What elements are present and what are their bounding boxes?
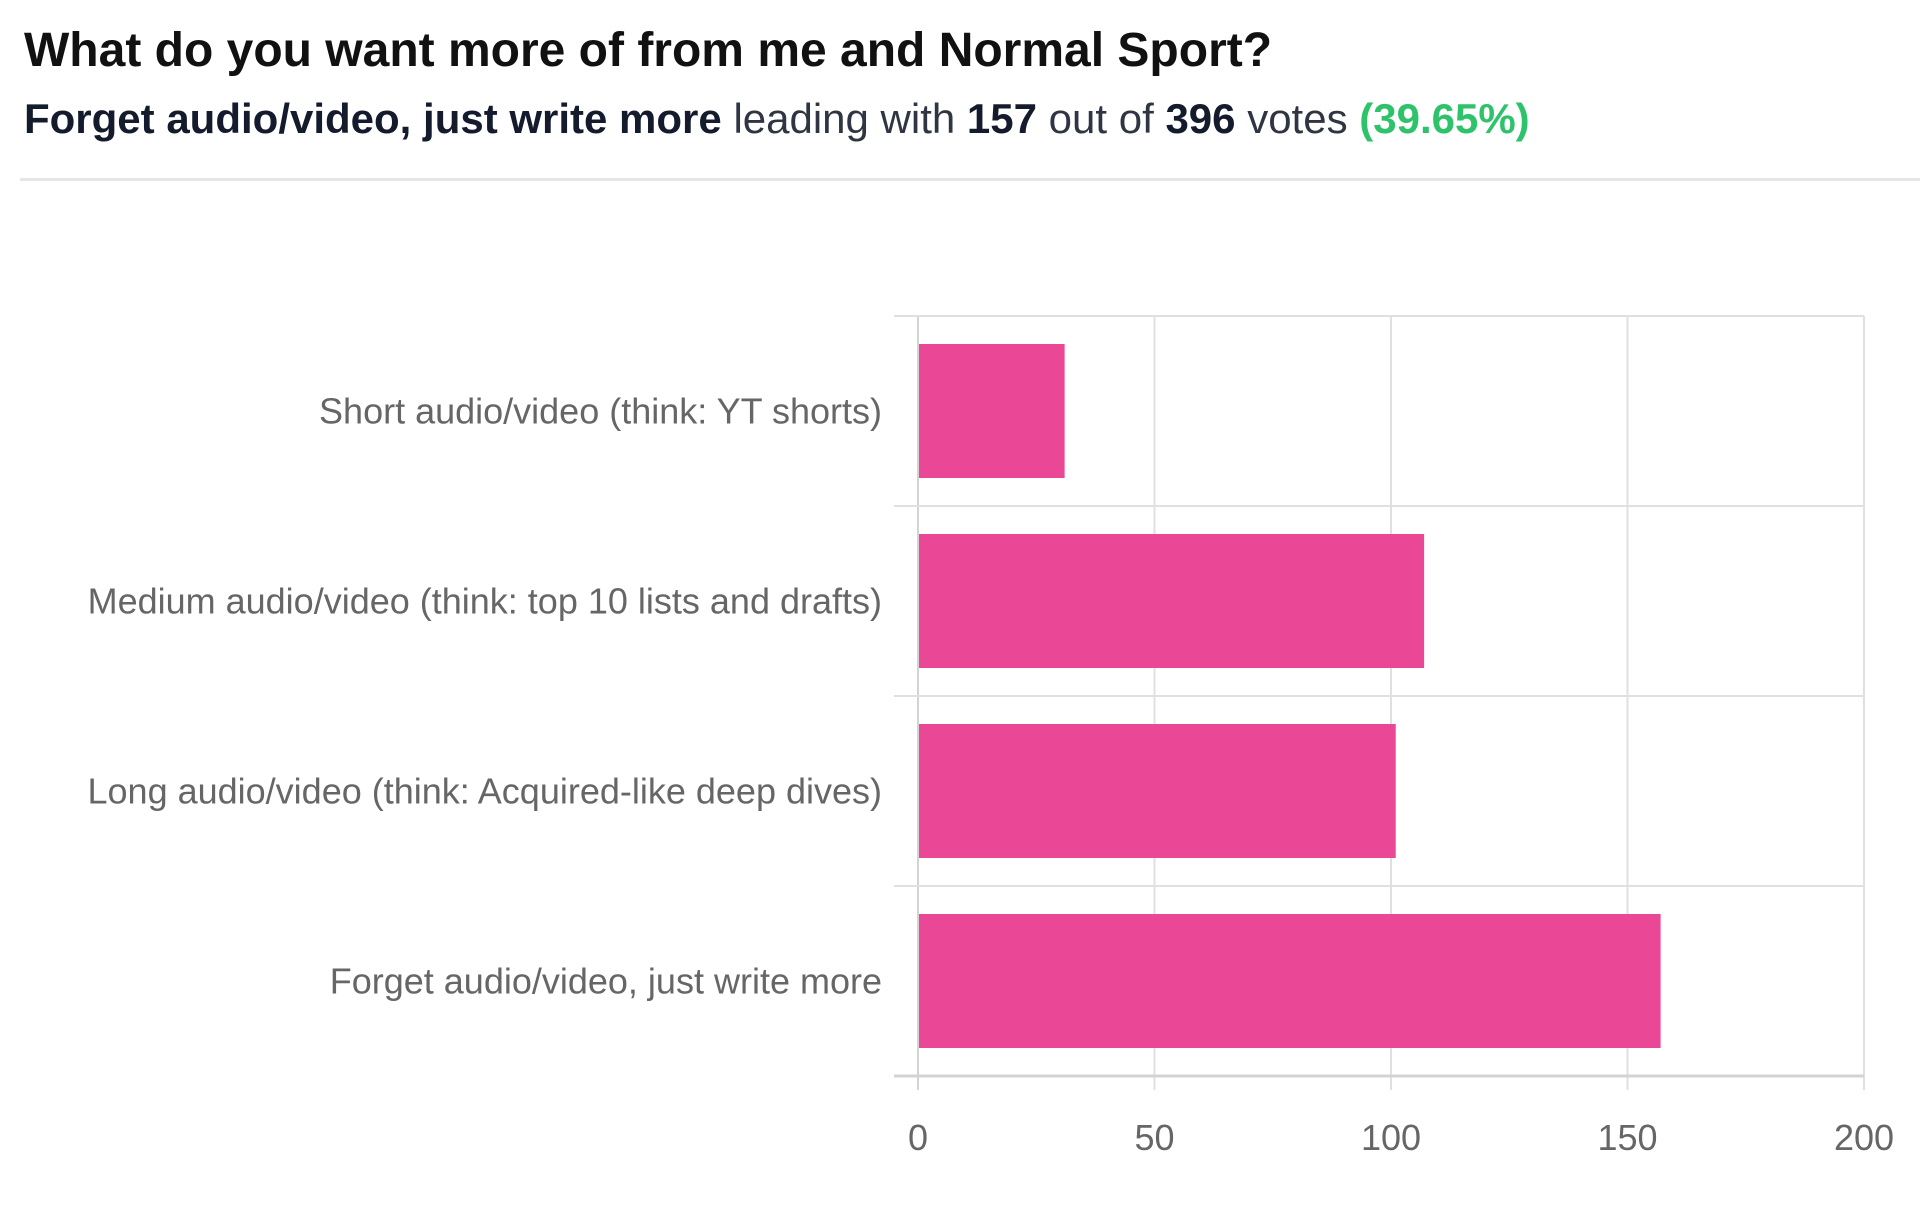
bar-3	[919, 724, 1396, 858]
bar-2	[919, 534, 1425, 668]
total-vote-count: 396	[1165, 94, 1236, 142]
leader-vote-count: 157	[966, 94, 1037, 142]
x-tick-label: 0	[908, 1117, 928, 1158]
poll-header: What do you want more of from me and Nor…	[24, 22, 1896, 144]
bar-4	[919, 914, 1661, 1048]
header-divider	[20, 178, 1920, 181]
poll-question: What do you want more of from me and Nor…	[24, 24, 1273, 77]
out-of-text: out of	[1048, 94, 1154, 142]
x-tick-label: 150	[1597, 1117, 1657, 1158]
votes-text: votes	[1247, 94, 1348, 142]
category-label: Forget audio/video, just write more	[330, 961, 882, 1002]
category-label: Medium audio/video (think: top 10 lists …	[88, 581, 882, 622]
leader-percentage: (39.65%)	[1359, 94, 1530, 142]
x-tick-label: 200	[1834, 1117, 1894, 1158]
category-label: Short audio/video (think: YT shorts)	[319, 391, 882, 432]
bar-1	[919, 344, 1065, 478]
leading-option: Forget audio/video, just write more	[24, 94, 722, 142]
poll-summary: Forget audio/video, just write more lead…	[24, 94, 1896, 144]
leading-with-text: leading with	[733, 94, 956, 142]
x-tick-label: 100	[1361, 1117, 1421, 1158]
category-label: Long audio/video (think: Acquired-like d…	[88, 771, 883, 812]
x-tick-label: 50	[1134, 1117, 1174, 1158]
